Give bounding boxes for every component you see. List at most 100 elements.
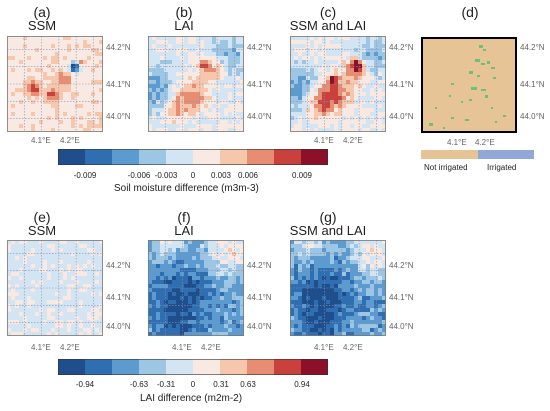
map-cell	[71, 240, 76, 245]
map-cell	[19, 120, 24, 125]
map-cell	[306, 80, 311, 85]
map-cell	[7, 108, 12, 113]
map-cell	[334, 276, 339, 281]
map-cell	[302, 292, 307, 297]
map-cell	[366, 264, 371, 269]
map-cell	[342, 240, 347, 245]
map-cell	[196, 64, 201, 69]
map-cell	[51, 260, 56, 265]
map-cell	[55, 264, 60, 269]
map-cell	[350, 268, 355, 273]
map-cell	[240, 292, 244, 297]
map-cell	[298, 48, 303, 53]
map-cell	[208, 108, 213, 113]
map-cell	[200, 72, 205, 77]
map-cell	[224, 48, 229, 53]
map-cell	[358, 92, 363, 97]
map-cell	[346, 284, 351, 289]
map-cell	[43, 264, 48, 269]
map-cell	[290, 96, 295, 101]
map-cell	[75, 328, 80, 333]
map-frame	[148, 36, 244, 132]
map-cell	[378, 256, 383, 261]
map-cell	[350, 84, 355, 89]
map-cell	[318, 40, 323, 45]
map-cell	[35, 256, 40, 261]
map-cell	[212, 332, 217, 336]
map-cell	[168, 96, 173, 101]
map-cell	[354, 304, 359, 309]
map-cell	[294, 248, 299, 253]
map-cell	[354, 52, 359, 57]
map-cell	[208, 304, 213, 309]
map-cell	[67, 292, 72, 297]
map-cell	[39, 268, 44, 273]
map-cell	[334, 36, 339, 41]
map-cell	[314, 76, 319, 81]
map-cell	[374, 120, 379, 125]
map-cell	[95, 120, 100, 125]
map-cell	[366, 240, 371, 245]
map-cell	[314, 36, 319, 41]
map-cell	[310, 248, 315, 253]
map-cell	[212, 104, 217, 109]
map-cell	[152, 276, 157, 281]
map-cell	[15, 68, 20, 73]
map-cell	[378, 300, 383, 305]
map-cell	[302, 48, 307, 53]
map-cell	[83, 292, 88, 297]
map-cell	[19, 84, 24, 89]
map-cell	[334, 304, 339, 309]
map-cell	[342, 56, 347, 61]
map-cell	[87, 320, 92, 325]
map-cell	[224, 256, 229, 261]
map-cell	[35, 36, 40, 41]
map-cell	[184, 272, 189, 277]
map-cell	[71, 280, 76, 285]
map-cell	[322, 292, 327, 297]
map-cell	[220, 248, 225, 253]
map-cell	[228, 280, 233, 285]
map-cell	[59, 272, 64, 277]
map-cell	[168, 240, 173, 245]
map-cell	[338, 76, 343, 81]
map-cell	[55, 292, 60, 297]
map-cell	[39, 240, 44, 245]
map-cell	[83, 108, 88, 113]
map-cell	[63, 116, 68, 121]
map-cell	[43, 100, 48, 105]
map-cell	[168, 244, 173, 249]
map-cell	[240, 108, 244, 113]
map-cell	[240, 116, 244, 121]
map-cell	[346, 72, 351, 77]
map-cell	[338, 124, 343, 129]
map-cell	[378, 76, 383, 81]
map-cell	[63, 100, 68, 105]
map-cell	[184, 64, 189, 69]
map-cell	[176, 240, 181, 245]
map-cell	[35, 252, 40, 257]
map-cell	[306, 272, 311, 277]
lon-label: 4.2°E	[343, 343, 363, 352]
map-cell	[192, 104, 197, 109]
map-cell	[71, 100, 76, 105]
legend-not-irrigated-swatch	[421, 150, 478, 159]
map-cell	[7, 260, 12, 265]
map-cell	[330, 44, 335, 49]
map-cell	[196, 284, 201, 289]
map-cell	[318, 252, 323, 257]
map-cell	[39, 280, 44, 285]
map-cell	[370, 76, 375, 81]
map-cell	[35, 92, 40, 97]
map-cell	[298, 276, 303, 281]
map-cell	[79, 284, 84, 289]
map-cell	[354, 76, 359, 81]
map-cell	[67, 240, 72, 245]
map-cell	[204, 316, 209, 321]
map-cell	[39, 36, 44, 41]
map-cell	[27, 96, 32, 101]
map-cell	[164, 268, 169, 273]
map-cell	[91, 96, 96, 101]
map-cell	[148, 76, 153, 81]
map-cell	[200, 48, 205, 53]
